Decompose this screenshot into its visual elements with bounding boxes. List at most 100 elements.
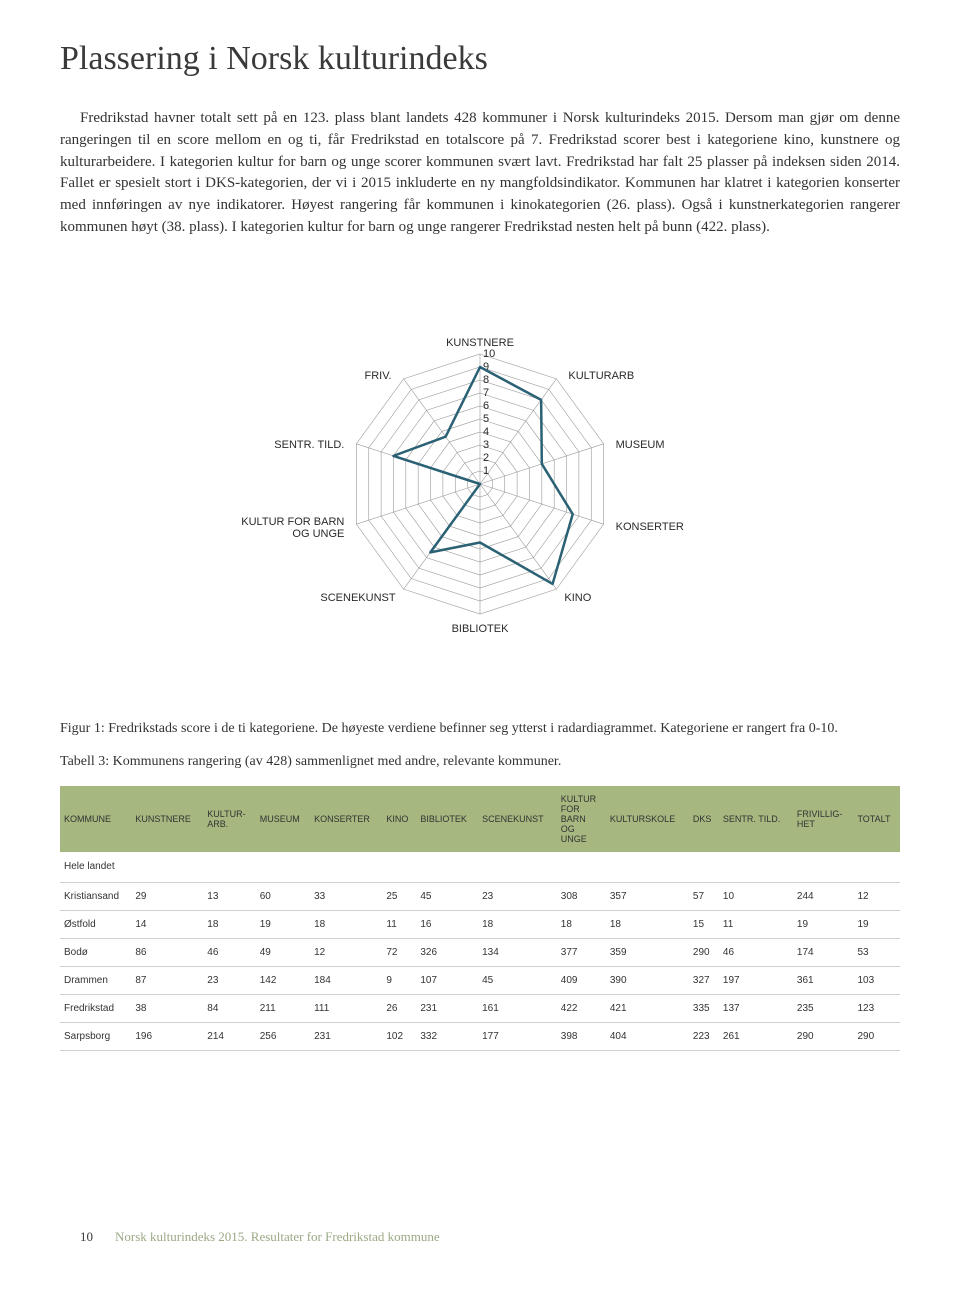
page-title: Plassering i Norsk kulturindeks (60, 40, 900, 78)
table-cell: 377 (557, 938, 606, 966)
table-cell: 18 (606, 910, 689, 938)
table-cell: 102 (382, 1022, 416, 1050)
table-cell (478, 852, 557, 883)
table-col-header: KULTURSKOLE (606, 786, 689, 852)
table-cell (203, 852, 255, 883)
table-cell: 335 (689, 994, 719, 1022)
svg-text:KULTUR FOR BARN: KULTUR FOR BARN (241, 516, 344, 528)
table-cell: 308 (557, 882, 606, 910)
svg-text:KULTURARB: KULTURARB (568, 369, 634, 381)
table-cell: 45 (478, 966, 557, 994)
table-row: Fredrikstad38842111112623116142242133513… (60, 994, 900, 1022)
table-cell: 421 (606, 994, 689, 1022)
table-cell: 142 (256, 966, 310, 994)
table-cell: 223 (689, 1022, 719, 1050)
table-cell: 23 (203, 966, 255, 994)
svg-text:MUSEUM: MUSEUM (616, 438, 665, 450)
ranking-table: KOMMUNEKUNSTNEREKULTUR-ARB.MUSEUMKONSERT… (60, 786, 900, 1051)
table-cell: 46 (203, 938, 255, 966)
table-row: Østfold14181918111618181815111919 (60, 910, 900, 938)
svg-text:6: 6 (483, 400, 489, 412)
table-cell: 19 (853, 910, 900, 938)
table-cell: 57 (689, 882, 719, 910)
table-cell: 107 (416, 966, 478, 994)
table-col-header: KONSERTER (310, 786, 382, 852)
table-cell: 19 (793, 910, 854, 938)
svg-text:4: 4 (483, 426, 489, 438)
svg-text:KUNSTNERE: KUNSTNERE (446, 337, 514, 349)
table-cell: 111 (310, 994, 382, 1022)
svg-text:10: 10 (483, 348, 495, 360)
table-cell: 18 (310, 910, 382, 938)
table-cell: Hele landet (60, 852, 131, 883)
table-cell: 290 (793, 1022, 854, 1050)
table-cell: 177 (478, 1022, 557, 1050)
body-paragraph: Fredrikstad havner totalt sett på en 123… (60, 108, 900, 239)
table-cell: 231 (310, 1022, 382, 1050)
svg-text:KINO: KINO (564, 592, 591, 604)
table-cell: 184 (310, 966, 382, 994)
table-cell: 23 (478, 882, 557, 910)
table-cell: 45 (416, 882, 478, 910)
radar-chart: 12345678910KUNSTNEREKULTURARBMUSEUMKONSE… (220, 279, 740, 679)
table-cell (131, 852, 203, 883)
table-cell: Kristiansand (60, 882, 131, 910)
table-col-header: SENTR. TILD. (719, 786, 793, 852)
svg-text:SCENEKUNST: SCENEKUNST (320, 592, 395, 604)
table-cell: 15 (689, 910, 719, 938)
table-col-header: FRIVILLIG-HET (793, 786, 854, 852)
table-cell (793, 852, 854, 883)
table-cell (382, 852, 416, 883)
table-cell: 290 (853, 1022, 900, 1050)
table-cell: 72 (382, 938, 416, 966)
table-cell (689, 852, 719, 883)
table-cell: Fredrikstad (60, 994, 131, 1022)
table-cell: 9 (382, 966, 416, 994)
table-cell (557, 852, 606, 883)
table-cell: 103 (853, 966, 900, 994)
table-cell: 196 (131, 1022, 203, 1050)
table-cell: 86 (131, 938, 203, 966)
table-cell: 33 (310, 882, 382, 910)
table-cell: 26 (382, 994, 416, 1022)
table-cell: 18 (557, 910, 606, 938)
svg-text:FRIV.: FRIV. (364, 369, 391, 381)
table-cell: 261 (719, 1022, 793, 1050)
svg-text:BIBLIOTEK: BIBLIOTEK (452, 623, 510, 635)
table-cell (310, 852, 382, 883)
table-cell (853, 852, 900, 883)
table-cell (606, 852, 689, 883)
svg-text:3: 3 (483, 439, 489, 451)
svg-text:8: 8 (483, 374, 489, 386)
table-cell (256, 852, 310, 883)
table-cell: 161 (478, 994, 557, 1022)
table-cell: 214 (203, 1022, 255, 1050)
figure-caption: Figur 1: Fredrikstads score i de ti kate… (60, 719, 900, 739)
table-row: Sarpsborg1962142562311023321773984042232… (60, 1022, 900, 1050)
table-caption: Tabell 3: Kommunens rangering (av 428) s… (60, 752, 900, 772)
table-col-header: BIBLIOTEK (416, 786, 478, 852)
table-header-row: KOMMUNEKUNSTNEREKULTUR-ARB.MUSEUMKONSERT… (60, 786, 900, 852)
table-cell: 134 (478, 938, 557, 966)
table-cell: 231 (416, 994, 478, 1022)
table-cell: 84 (203, 994, 255, 1022)
table-cell: 235 (793, 994, 854, 1022)
table-cell: 359 (606, 938, 689, 966)
page-number: 10 (80, 1229, 93, 1245)
table-cell: 10 (719, 882, 793, 910)
table-cell: 137 (719, 994, 793, 1022)
table-cell: 25 (382, 882, 416, 910)
table-cell: Bodø (60, 938, 131, 966)
table-cell: Sarpsborg (60, 1022, 131, 1050)
svg-text:1: 1 (483, 465, 489, 477)
table-col-header: KULTUR-ARB. (203, 786, 255, 852)
table-cell: 357 (606, 882, 689, 910)
table-row: Drammen872314218491074540939032719736110… (60, 966, 900, 994)
table-cell: 422 (557, 994, 606, 1022)
table-cell: 12 (853, 882, 900, 910)
table-cell: 244 (793, 882, 854, 910)
table-cell: 13 (203, 882, 255, 910)
table-col-header: KUNSTNERE (131, 786, 203, 852)
table-col-header: SCENEKUNST (478, 786, 557, 852)
table-cell: 38 (131, 994, 203, 1022)
